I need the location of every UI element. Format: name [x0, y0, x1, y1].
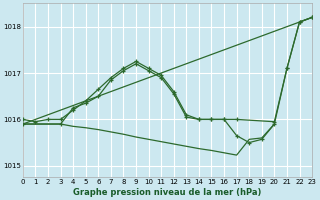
- X-axis label: Graphe pression niveau de la mer (hPa): Graphe pression niveau de la mer (hPa): [73, 188, 262, 197]
